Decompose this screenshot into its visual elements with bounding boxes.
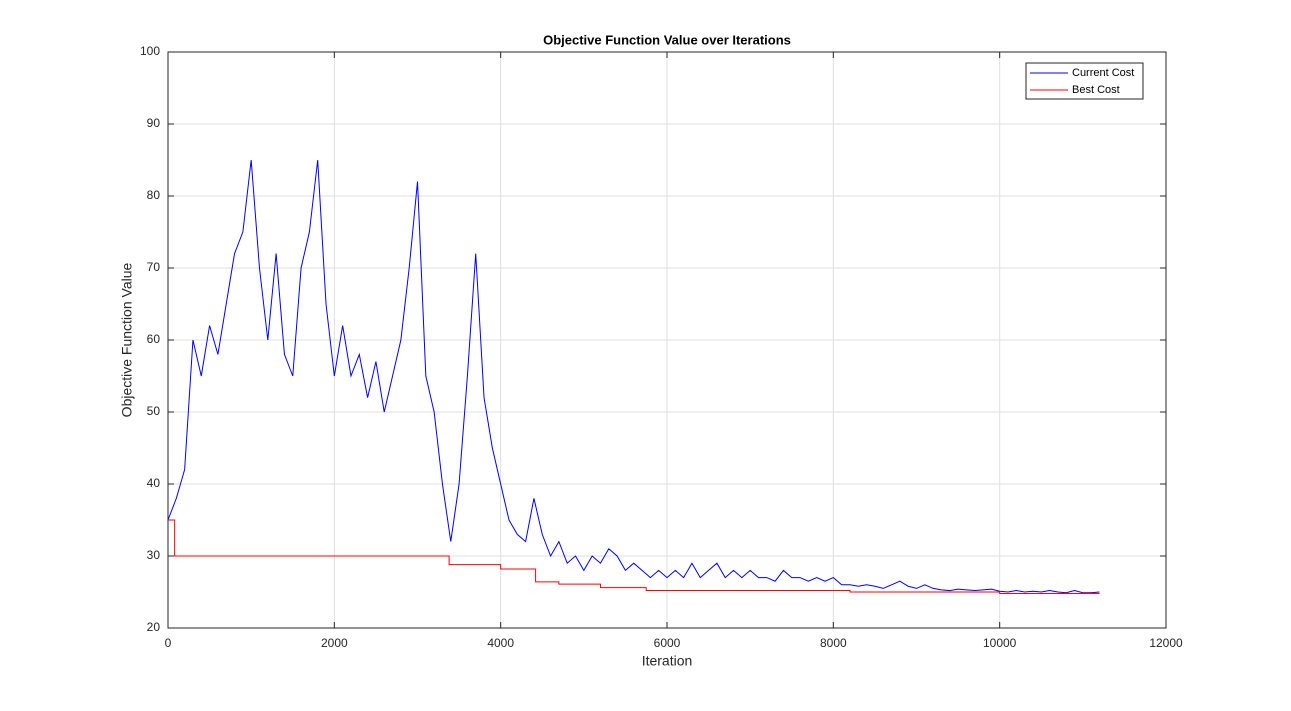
x-axis-label: Iteration <box>642 653 693 669</box>
legend-box <box>1025 62 1144 100</box>
y-axis-label: Objective Function Value <box>119 262 135 417</box>
x-tick-label: 4000 <box>487 636 514 650</box>
data-line <box>168 519 1100 594</box>
data-line <box>167 159 1100 594</box>
legend-label: Current Cost <box>1072 67 1134 79</box>
y-tick-label: 90 <box>147 116 161 130</box>
x-tick-label: 8000 <box>820 636 847 650</box>
x-tick-label: 10000 <box>983 636 1017 650</box>
y-tick-label: 30 <box>147 548 161 562</box>
axes-box <box>167 51 1167 629</box>
x-tick-label: 0 <box>165 636 172 650</box>
x-tick-label: 6000 <box>654 636 681 650</box>
chart-title: Objective Function Value over Iterations <box>543 32 791 47</box>
y-tick-label: 100 <box>140 44 160 58</box>
y-tick-label: 80 <box>147 188 161 202</box>
y-tick-label: 40 <box>147 476 161 490</box>
y-tick-label: 60 <box>147 332 161 346</box>
x-tick-label: 12000 <box>1149 636 1183 650</box>
y-tick-label: 50 <box>147 404 161 418</box>
y-tick-label: 70 <box>147 260 161 274</box>
legend-label: Best Cost <box>1072 84 1120 96</box>
y-tick-label: 20 <box>147 620 161 634</box>
x-tick-label: 2000 <box>321 636 348 650</box>
